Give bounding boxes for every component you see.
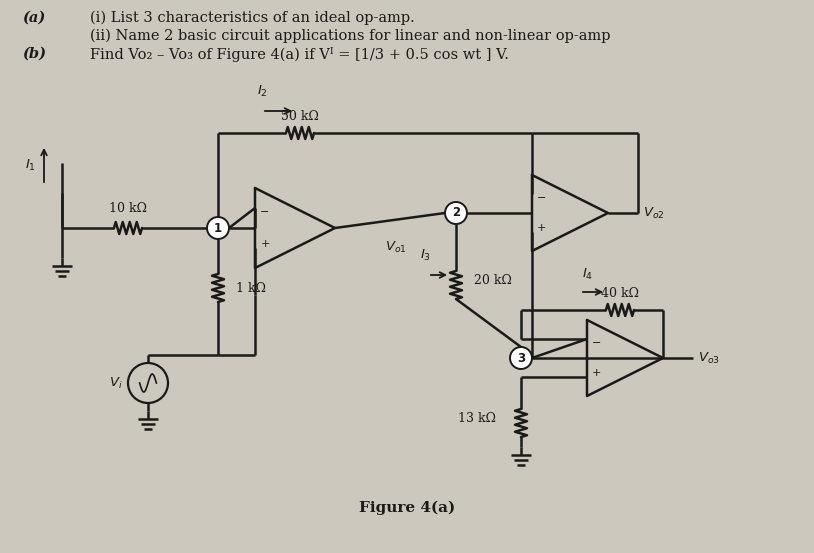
Text: $I_1$: $I_1$	[24, 158, 36, 173]
Text: +: +	[260, 239, 269, 249]
Text: (b): (b)	[22, 47, 46, 61]
Text: 2: 2	[452, 206, 460, 220]
Text: 10 kΩ: 10 kΩ	[109, 202, 147, 215]
Text: −: −	[260, 207, 269, 217]
Text: $I_3$: $I_3$	[421, 248, 431, 263]
Text: −: −	[536, 193, 546, 203]
Text: 40 kΩ: 40 kΩ	[601, 287, 639, 300]
Text: $V_{o2}$: $V_{o2}$	[643, 206, 665, 221]
Text: $I_2$: $I_2$	[256, 84, 268, 99]
Text: Find Vo₂ – Vo₃ of Figure 4(a) if Vᴵ = [1/3 + 0.5 cos wt ] V.: Find Vo₂ – Vo₃ of Figure 4(a) if Vᴵ = [1…	[90, 47, 509, 62]
Text: 1: 1	[214, 222, 222, 234]
Text: 3: 3	[517, 352, 525, 364]
Text: 13 kΩ: 13 kΩ	[458, 411, 496, 425]
Circle shape	[445, 202, 467, 224]
Text: +: +	[592, 368, 602, 378]
Text: +: +	[536, 223, 546, 233]
Circle shape	[207, 217, 229, 239]
Text: Figure 4(a): Figure 4(a)	[359, 500, 455, 515]
Text: 1 kΩ: 1 kΩ	[236, 281, 266, 295]
Text: 50 kΩ: 50 kΩ	[281, 110, 319, 123]
Text: (a): (a)	[22, 11, 46, 25]
Text: 20 kΩ: 20 kΩ	[474, 274, 512, 286]
Text: $I_4$: $I_4$	[582, 267, 593, 282]
Text: (ii) Name 2 basic circuit applications for linear and non-linear op-amp: (ii) Name 2 basic circuit applications f…	[90, 29, 610, 43]
Text: −: −	[592, 338, 602, 348]
Text: $V_i$: $V_i$	[109, 375, 123, 390]
Text: (i) List 3 characteristics of an ideal op-amp.: (i) List 3 characteristics of an ideal o…	[90, 11, 415, 25]
Text: $V_{o3}$: $V_{o3}$	[698, 351, 720, 366]
Text: $V_{o1}$: $V_{o1}$	[385, 240, 406, 255]
Circle shape	[510, 347, 532, 369]
